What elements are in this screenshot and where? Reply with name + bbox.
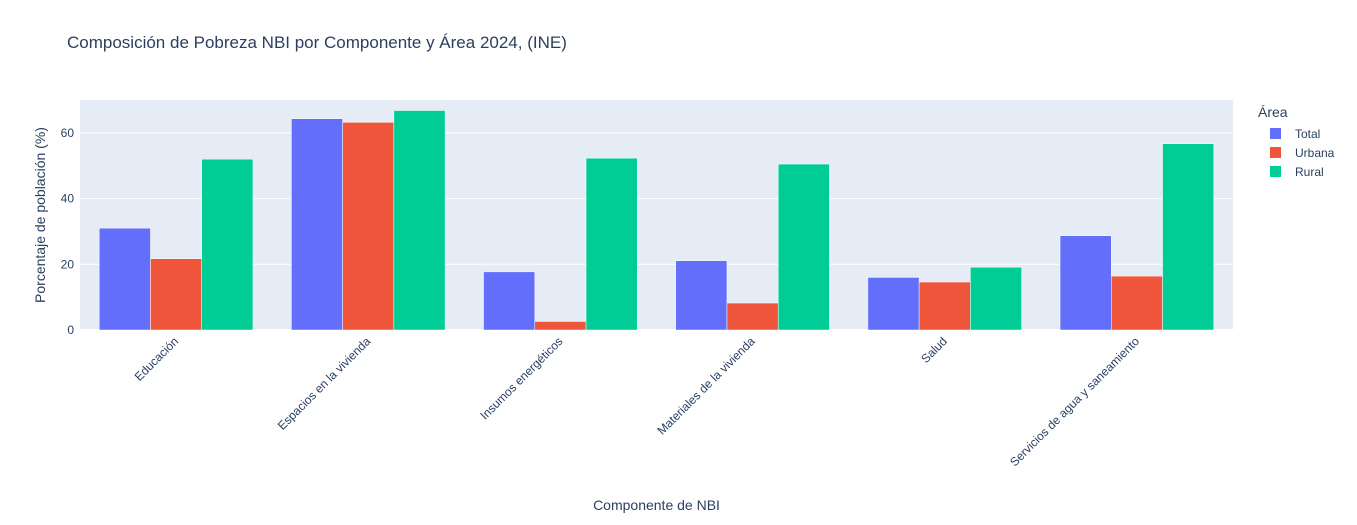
x-tick-label: Materiales de la vivienda	[654, 334, 758, 438]
x-tick-label: Servicios de agua y saneamiento	[1007, 334, 1142, 469]
bar-rural	[585, 157, 638, 331]
bar-urbana	[918, 281, 971, 331]
x-axis-title: Componente de NBI	[593, 497, 720, 513]
bar-total	[98, 227, 151, 331]
bar-rural	[777, 163, 830, 331]
bar-urbana	[342, 122, 395, 331]
bar-urbana	[534, 321, 587, 331]
bar-rural	[1162, 143, 1215, 331]
legend-swatch	[1270, 147, 1281, 158]
legend-swatch	[1270, 128, 1281, 139]
plot-background	[80, 100, 1233, 330]
legend: Área Total Urbana Rural	[1258, 104, 1334, 181]
y-tick-label: 60	[61, 126, 75, 140]
legend-item-urbana[interactable]: Urbana	[1258, 143, 1334, 162]
legend-title: Área	[1258, 104, 1288, 120]
bar-total	[291, 118, 343, 331]
x-tick-label: Educación	[132, 334, 182, 384]
legend-label: Total	[1295, 126, 1321, 141]
bar-rural	[393, 110, 446, 331]
legend-swatch	[1270, 166, 1281, 177]
bar-total	[483, 271, 536, 331]
legend-label: Rural	[1295, 164, 1324, 179]
legend-label: Urbana	[1295, 145, 1335, 160]
bar-total	[675, 260, 728, 331]
x-tick-label: Insumos energéticos	[477, 334, 565, 422]
legend-item-total[interactable]: Total	[1258, 124, 1334, 143]
bar-total	[1059, 235, 1112, 331]
bar-rural	[201, 158, 254, 331]
y-tick-label: 0	[67, 323, 74, 337]
bar-total	[867, 277, 920, 331]
bar-rural	[970, 266, 1022, 331]
bar-urbana	[1111, 275, 1163, 331]
x-tick-label: Espacios en la vivienda	[275, 334, 374, 433]
chart-title: Composición de Pobreza NBI por Component…	[67, 33, 567, 52]
y-tick-label: 20	[61, 257, 75, 271]
legend-item-rural[interactable]: Rural	[1258, 162, 1334, 181]
bar-urbana	[150, 258, 202, 331]
y-tick-label: 40	[61, 192, 75, 206]
x-tick-label: Salud	[918, 334, 950, 366]
bar-urbana	[726, 302, 779, 331]
y-axis-title: Porcentaje de población (%)	[32, 127, 48, 303]
